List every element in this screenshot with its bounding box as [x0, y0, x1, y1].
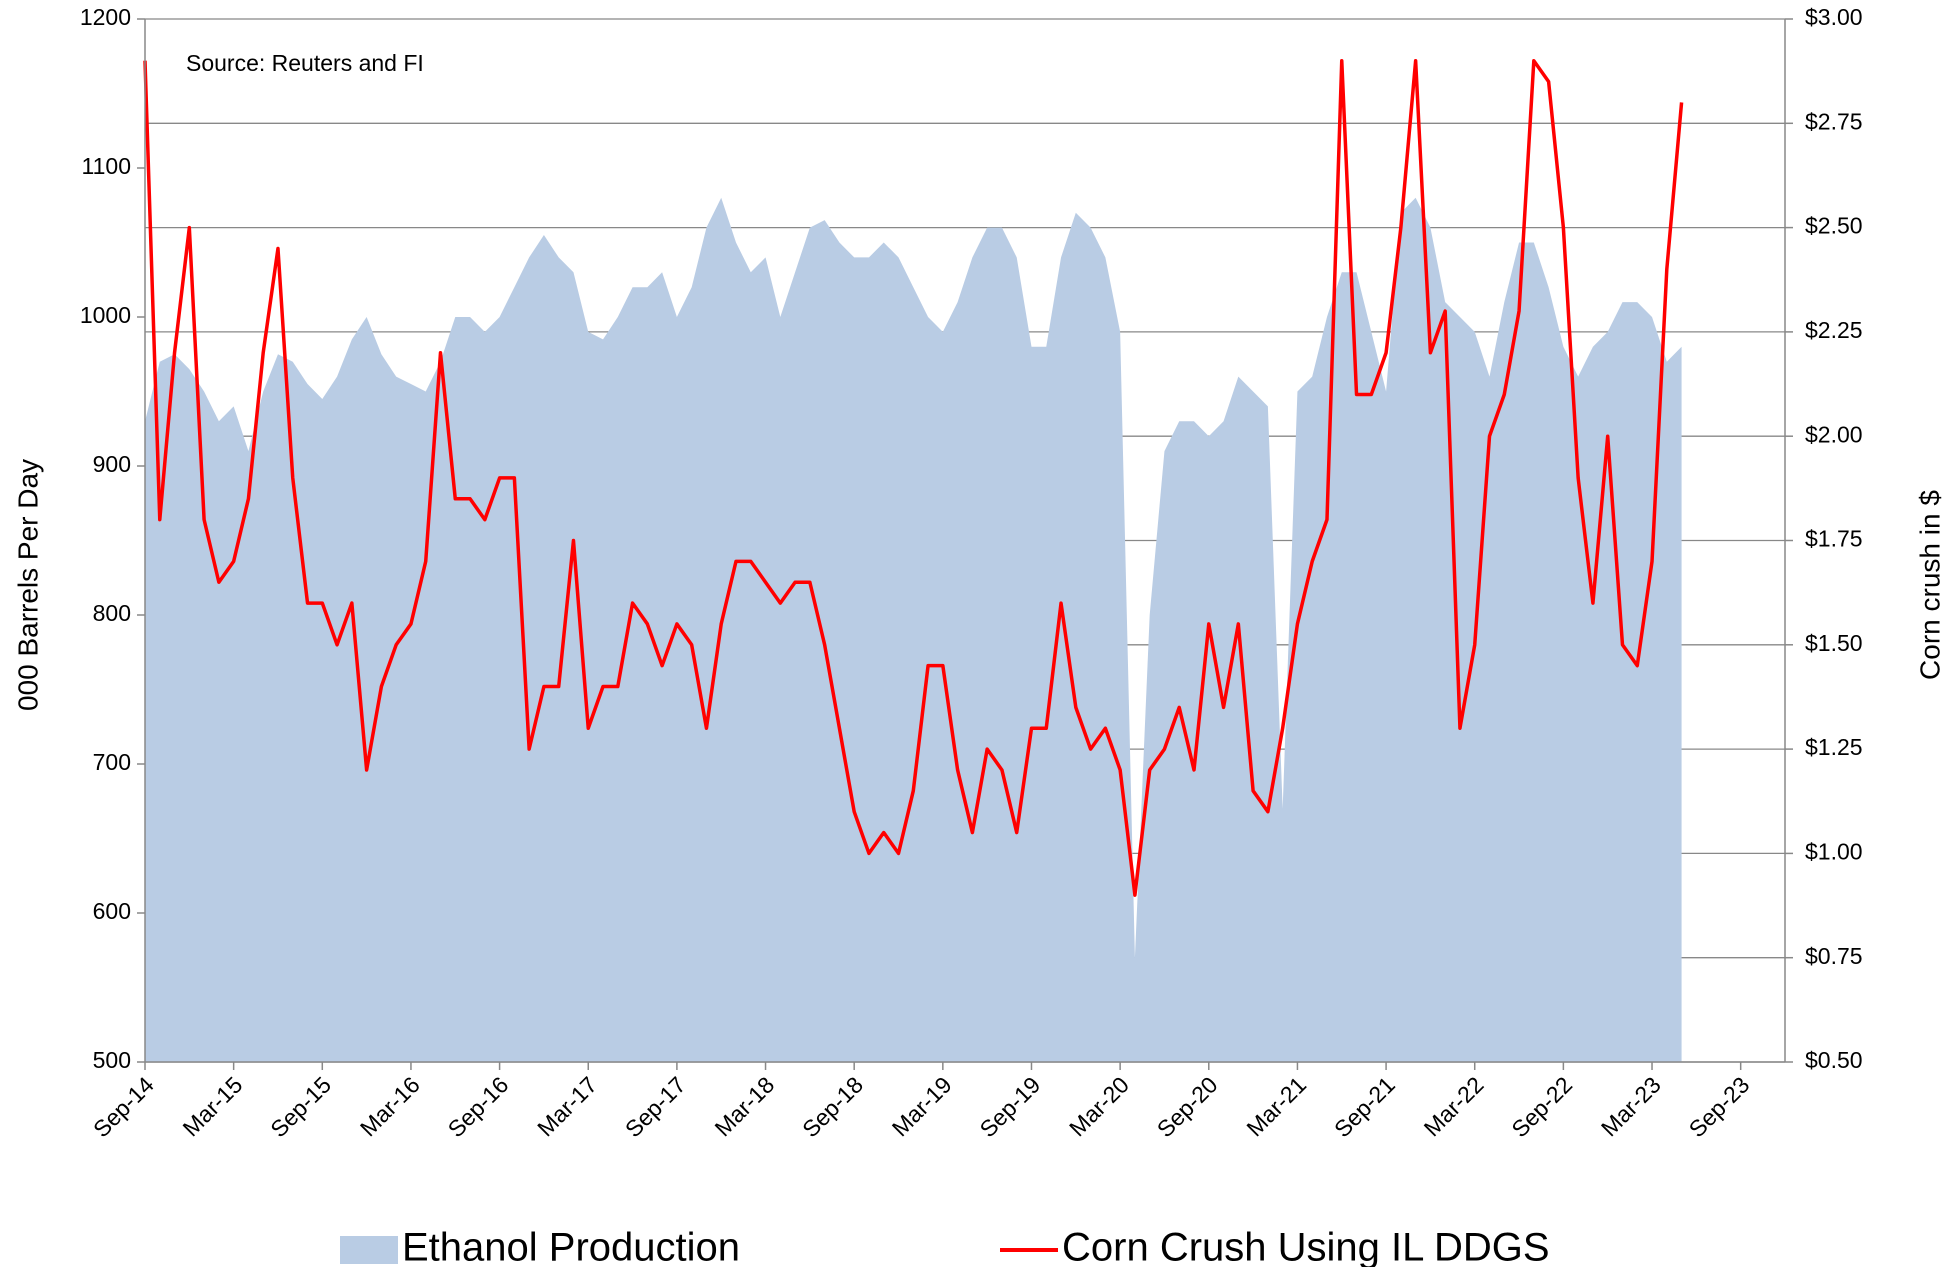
x-tick-label: Mar-21 [1241, 1071, 1311, 1141]
x-tick-label: Sep-23 [1684, 1071, 1755, 1142]
y-axis-title: 000 Barrels Per Day [12, 459, 43, 711]
line [143, 58, 1684, 897]
y2-tick-label: $3.00 [1805, 4, 1863, 30]
x-tick-label: Sep-17 [620, 1071, 691, 1142]
y2-tick-label: $1.75 [1805, 526, 1863, 552]
x-tick-label: Mar-19 [887, 1071, 957, 1141]
x-tick-label: Sep-21 [1329, 1071, 1400, 1142]
y-tick-label: 1000 [80, 302, 131, 328]
y2-tick-label: $2.25 [1805, 317, 1863, 343]
y-tick-label: 500 [93, 1047, 131, 1073]
x-tick-label: Mar-16 [355, 1071, 425, 1141]
y2-axis-title: Corn crush in $ [1914, 490, 1945, 680]
x-tick-label: Sep-14 [88, 1071, 159, 1142]
x-tick-label: Mar-17 [532, 1071, 602, 1141]
y-tick-label: 800 [93, 600, 131, 626]
x-tick-label: Sep-15 [265, 1071, 336, 1142]
x-tick-label: Sep-16 [443, 1071, 514, 1142]
y2-tick-label: $1.25 [1805, 734, 1863, 760]
x-tick-label: Sep-18 [797, 1071, 868, 1142]
y-tick-label: 1200 [80, 4, 131, 30]
y2-tick-label: $2.00 [1805, 421, 1863, 447]
y-tick-label: 900 [93, 451, 131, 477]
y-tick-label: 600 [93, 898, 131, 924]
x-tick-label: Mar-23 [1596, 1071, 1666, 1141]
x-tick-label: Sep-20 [1152, 1071, 1223, 1142]
legend-label: Ethanol Production [402, 1226, 740, 1267]
annotation: Source: Reuters and FI [186, 50, 424, 76]
area [145, 197, 1682, 1063]
y2-tick-label: $0.75 [1805, 943, 1863, 969]
x-tick-label: Mar-22 [1419, 1071, 1489, 1141]
x-tick-label: Sep-22 [1506, 1071, 1577, 1142]
y2-tick-label: $2.75 [1805, 108, 1863, 134]
y2-tick-label: $2.50 [1805, 213, 1863, 239]
y2-tick-label: $1.50 [1805, 630, 1863, 656]
x-tick-label: Mar-18 [709, 1071, 779, 1141]
y-tick-label: 700 [93, 749, 131, 775]
y-tick-label: 1100 [82, 153, 131, 179]
legend-label: Corn Crush Using IL DDGS [1062, 1226, 1550, 1267]
x-tick-label: Mar-15 [178, 1071, 248, 1141]
legend-swatch [340, 1236, 398, 1264]
x-tick-label: Mar-20 [1064, 1071, 1134, 1141]
y2-tick-label: $1.00 [1805, 838, 1863, 864]
y2-tick-label: $0.50 [1805, 1047, 1863, 1073]
x-tick-label: Sep-19 [974, 1071, 1045, 1142]
